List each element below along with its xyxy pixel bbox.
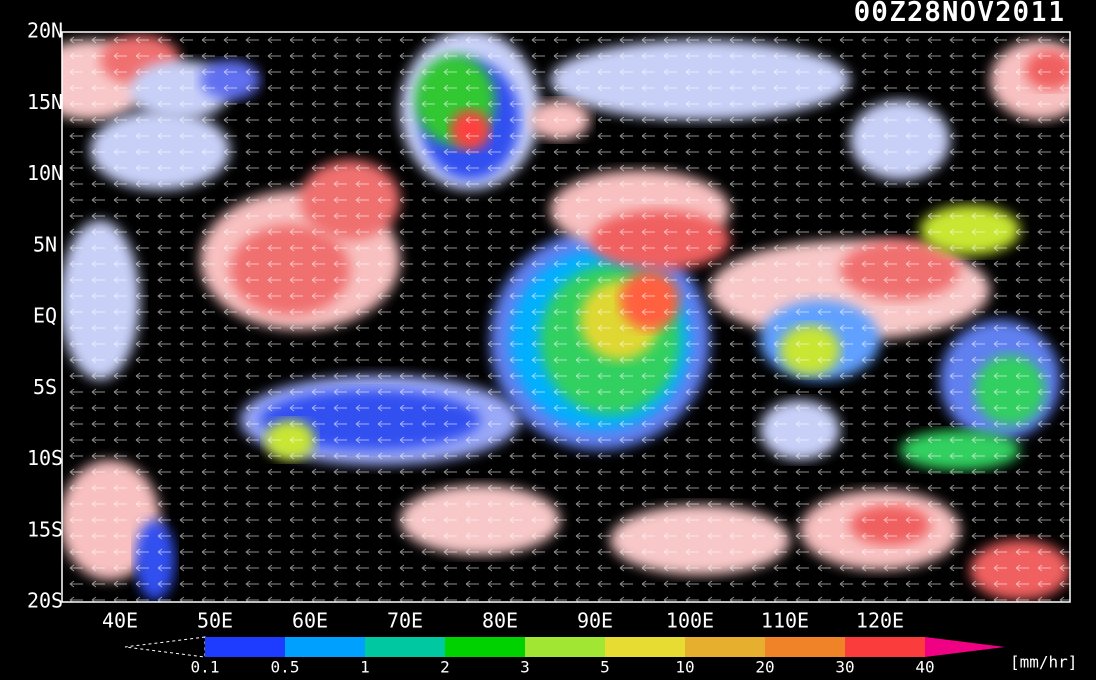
lat-label: 15S bbox=[27, 517, 63, 541]
colorbar-label: 20 bbox=[755, 658, 774, 677]
colorbar-label: 5 bbox=[600, 658, 610, 677]
colorbar-swatch bbox=[285, 637, 365, 657]
map-title: 00Z28NOV2011 bbox=[854, 0, 1066, 28]
colorbar-unit: [mm/hr] bbox=[1010, 653, 1077, 672]
wind-vectors bbox=[62, 32, 1070, 602]
lat-label: 10S bbox=[27, 446, 63, 470]
colorbar-label: 1 bbox=[360, 658, 370, 677]
lat-label: 20S bbox=[27, 589, 63, 613]
colorbar-swatch bbox=[445, 637, 525, 657]
map-frame bbox=[61, 31, 1071, 603]
colorbar-under bbox=[124, 636, 206, 658]
colorbar-over bbox=[925, 637, 1005, 657]
lon-label: 120E bbox=[856, 609, 904, 633]
lon-label: 80E bbox=[482, 609, 518, 633]
colorbar-label: 3 bbox=[520, 658, 530, 677]
colorbar-swatch bbox=[525, 637, 605, 657]
colorbar-label: 0.1 bbox=[191, 658, 220, 677]
lat-label: 20N bbox=[27, 19, 63, 43]
colorbar-label: 30 bbox=[835, 658, 854, 677]
colorbar-label: 10 bbox=[675, 658, 694, 677]
lon-label: 100E bbox=[666, 609, 714, 633]
colorbar-swatch bbox=[605, 637, 685, 657]
colorbar-swatch bbox=[845, 637, 925, 657]
lat-label: 5S bbox=[33, 375, 57, 399]
lon-label: 60E bbox=[292, 609, 328, 633]
colorbar-swatch bbox=[685, 637, 765, 657]
lon-label: 110E bbox=[761, 609, 809, 633]
colorbar-label: 2 bbox=[440, 658, 450, 677]
lat-label: 5N bbox=[33, 232, 57, 256]
lat-label: EQ bbox=[33, 304, 57, 328]
lon-label: 40E bbox=[102, 609, 138, 633]
colorbar-label: 0.5 bbox=[271, 658, 300, 677]
lon-label: 50E bbox=[197, 609, 233, 633]
colorbar-swatch bbox=[765, 637, 845, 657]
colorbar-label: 40 bbox=[915, 658, 934, 677]
lat-label: 15N bbox=[27, 90, 63, 114]
colorbar-swatch bbox=[205, 637, 285, 657]
lon-label: 90E bbox=[577, 609, 613, 633]
lat-label: 10N bbox=[27, 161, 63, 185]
colorbar-swatch bbox=[365, 637, 445, 657]
lon-label: 70E bbox=[387, 609, 423, 633]
